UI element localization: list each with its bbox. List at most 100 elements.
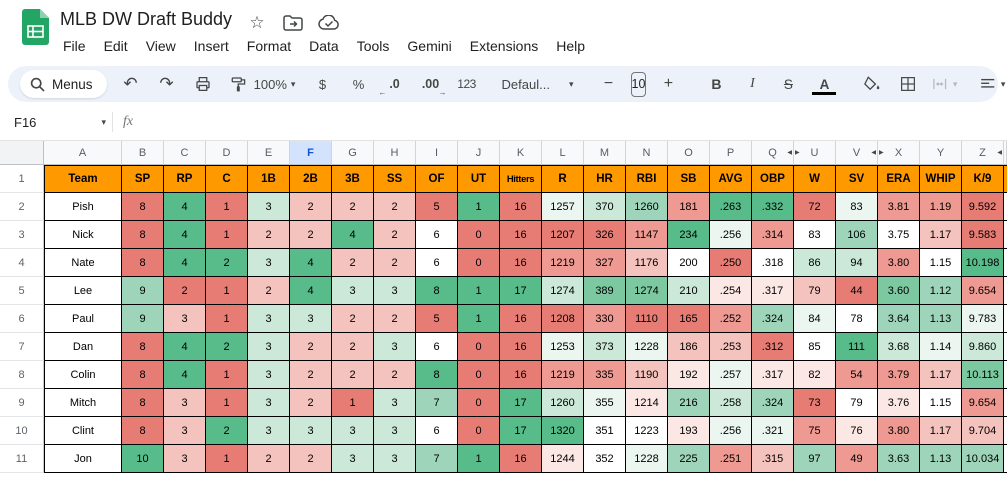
cell[interactable]: 1	[206, 193, 248, 221]
cell[interactable]: 82	[794, 361, 836, 389]
font-select[interactable]: Defaul... ▾	[501, 76, 574, 92]
cell[interactable]: 1	[458, 277, 500, 305]
cell[interactable]: 1190	[626, 361, 668, 389]
cell[interactable]: 84	[794, 305, 836, 333]
cell[interactable]: 210	[668, 277, 710, 305]
row-header-6[interactable]: 6	[0, 305, 44, 333]
more-formats-button[interactable]: 123	[457, 77, 476, 91]
header-cell-whip[interactable]: WHIP	[920, 165, 962, 193]
cell[interactable]: 3.76	[878, 389, 920, 417]
cell[interactable]: 3	[332, 417, 374, 445]
cell[interactable]: 8	[122, 333, 164, 361]
row-header-5[interactable]: 5	[0, 277, 44, 305]
cell[interactable]: .251	[710, 445, 752, 473]
header-cell-2b[interactable]: 2B	[290, 165, 332, 193]
cell[interactable]: .315	[752, 445, 794, 473]
header-cell-rp[interactable]: RP	[164, 165, 206, 193]
cell[interactable]: 3	[290, 305, 332, 333]
column-header-O[interactable]: O	[668, 141, 710, 165]
cell[interactable]: 2	[332, 305, 374, 333]
header-cell-w[interactable]: W	[794, 165, 836, 193]
column-header-G[interactable]: G	[332, 141, 374, 165]
cell[interactable]: 1	[206, 305, 248, 333]
cell[interactable]: 10.198	[962, 249, 1004, 277]
cell[interactable]: 0	[458, 333, 500, 361]
cell[interactable]: 44	[836, 277, 878, 305]
menu-edit[interactable]: Edit	[103, 38, 128, 54]
cell[interactable]: 4	[164, 221, 206, 249]
cell[interactable]: 2	[248, 221, 290, 249]
cell[interactable]: 3.80	[878, 417, 920, 445]
cell[interactable]: 1214	[626, 389, 668, 417]
header-cell-r[interactable]: R	[542, 165, 584, 193]
italic-button[interactable]: I	[750, 76, 755, 91]
cell[interactable]: 3	[248, 417, 290, 445]
cell[interactable]: 3	[374, 277, 416, 305]
cell[interactable]: 1.17	[920, 417, 962, 445]
cell[interactable]: 2	[248, 445, 290, 473]
cell[interactable]: 1260	[626, 193, 668, 221]
team-cell[interactable]: Jon	[44, 445, 122, 473]
cell[interactable]: 4	[164, 249, 206, 277]
cell[interactable]: 1.14	[920, 333, 962, 361]
cell[interactable]: .324	[752, 389, 794, 417]
cell[interactable]: 1228	[626, 445, 668, 473]
cell[interactable]: 3	[290, 417, 332, 445]
column-header-V[interactable]: V ◀	[836, 141, 878, 165]
cell[interactable]: 2	[374, 249, 416, 277]
cell[interactable]: 3.79	[878, 361, 920, 389]
cell[interactable]: 1274	[542, 277, 584, 305]
cell[interactable]: 2	[206, 417, 248, 445]
cell[interactable]: 4	[290, 277, 332, 305]
cell[interactable]: 1.17	[920, 361, 962, 389]
cell[interactable]: .317	[752, 361, 794, 389]
hidden-columns-indicator[interactable]: ▶	[879, 149, 884, 156]
header-cell-sp[interactable]: SP	[122, 165, 164, 193]
cell[interactable]: 8	[122, 249, 164, 277]
cell[interactable]: 1	[206, 389, 248, 417]
cell[interactable]: 1110	[626, 305, 668, 333]
cell[interactable]: 1219	[542, 361, 584, 389]
cell[interactable]: 1176	[626, 249, 668, 277]
menu-help[interactable]: Help	[556, 38, 586, 54]
hidden-columns-indicator[interactable]: ◀	[787, 149, 792, 156]
cell[interactable]: 4	[164, 333, 206, 361]
cell[interactable]: 2	[374, 193, 416, 221]
cell[interactable]: 1253	[542, 333, 584, 361]
header-cell-rbi[interactable]: RBI	[626, 165, 668, 193]
header-cell-avg[interactable]: AVG	[710, 165, 752, 193]
cell[interactable]: 7	[416, 389, 458, 417]
cell[interactable]: .250	[710, 249, 752, 277]
horizontal-align-button[interactable]: ▾	[976, 71, 1007, 97]
cell[interactable]: 9.860	[962, 333, 1004, 361]
hidden-columns-indicator[interactable]: ▶	[795, 149, 800, 156]
column-header-C[interactable]: C	[164, 141, 206, 165]
cell[interactable]: 2	[290, 193, 332, 221]
header-cell-of[interactable]: OF	[416, 165, 458, 193]
cell[interactable]: 3	[374, 417, 416, 445]
undo-button[interactable]: ↶	[123, 74, 138, 93]
cell[interactable]: 9.654	[962, 277, 1004, 305]
cell[interactable]: 9.583	[962, 221, 1004, 249]
redo-button[interactable]: ↷	[159, 74, 174, 93]
cell[interactable]: 2	[290, 333, 332, 361]
column-header-M[interactable]: M	[584, 141, 626, 165]
menu-format[interactable]: Format	[246, 38, 292, 54]
cell[interactable]: 181	[668, 193, 710, 221]
cell[interactable]: 6	[416, 221, 458, 249]
cell[interactable]: 111	[836, 333, 878, 361]
cell[interactable]: 2	[248, 277, 290, 305]
cell[interactable]: 83	[794, 221, 836, 249]
cell[interactable]: 352	[584, 445, 626, 473]
cell[interactable]: 9.654	[962, 389, 1004, 417]
document-title[interactable]: MLB DW Draft Buddy	[60, 9, 233, 29]
cell[interactable]: 106	[836, 221, 878, 249]
row-header-11[interactable]: 11	[0, 445, 44, 473]
column-header-D[interactable]: D	[206, 141, 248, 165]
cell[interactable]: .321	[752, 417, 794, 445]
cell[interactable]: 2	[374, 305, 416, 333]
cell[interactable]: 2	[206, 333, 248, 361]
cell[interactable]: .332	[752, 193, 794, 221]
cell[interactable]: 16	[500, 305, 542, 333]
cell[interactable]: 1208	[542, 305, 584, 333]
